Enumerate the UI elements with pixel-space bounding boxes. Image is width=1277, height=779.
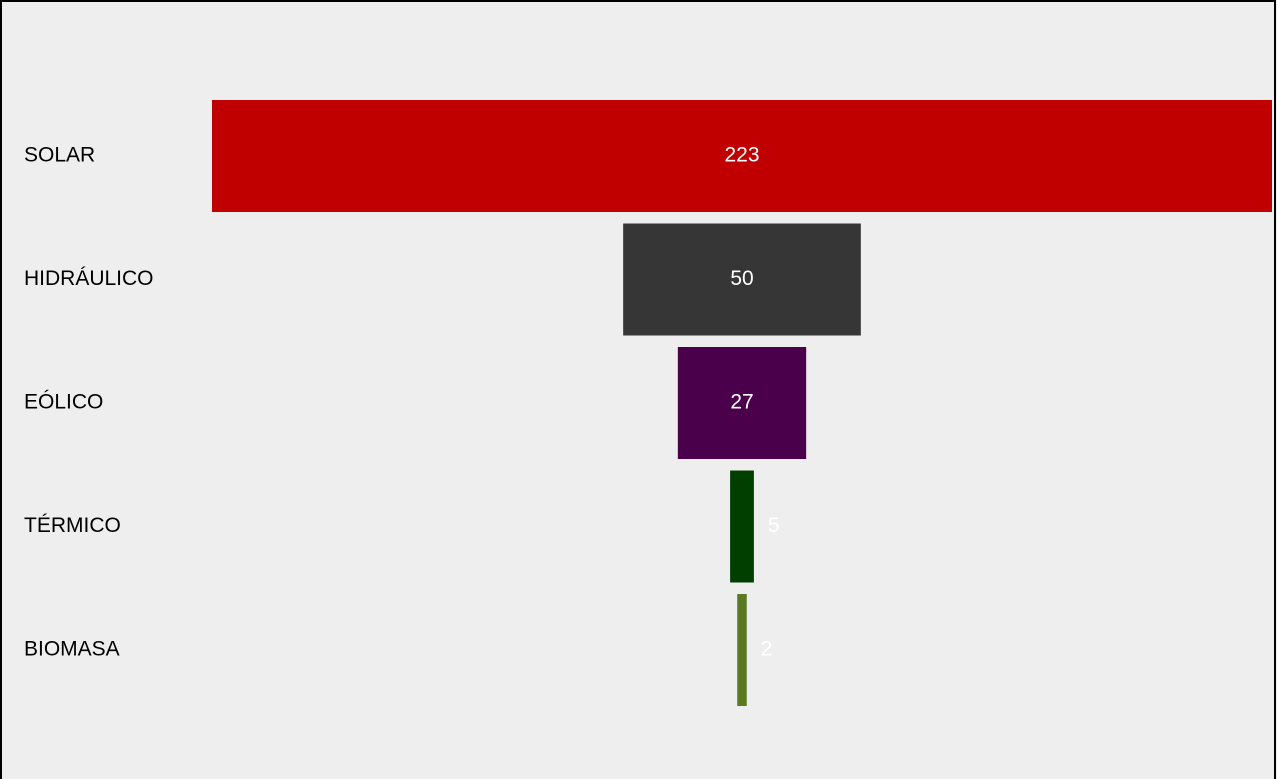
value-label: 5 [768,514,780,537]
value-label: 2 [761,638,773,661]
category-label: TÉRMICO [24,514,121,537]
funnel-bar [737,594,747,706]
funnel-bar [212,100,1272,212]
value-label: 27 [730,391,753,414]
value-label: 50 [730,267,753,290]
value-label: 223 [724,144,759,167]
funnel-bar [677,347,807,459]
category-label: SOLAR [24,144,95,167]
funnel-bar [623,223,861,336]
category-label: EÓLICO [24,391,103,414]
category-label: HIDRÁULICO [24,267,154,290]
category-label: BIOMASA [24,638,120,661]
funnel-bar [730,470,754,583]
